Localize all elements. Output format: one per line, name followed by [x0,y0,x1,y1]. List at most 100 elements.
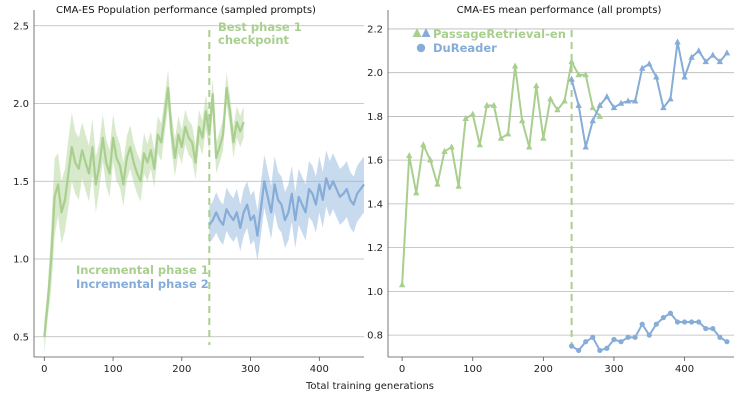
series-0-point [540,134,547,141]
series-1-line [208,177,365,237]
series-0-point [518,117,526,124]
y-tick-label: 2.0 [13,99,29,110]
series-1-point [688,53,695,60]
x-tick-label: 0 [41,364,47,375]
series-1-point [646,60,653,67]
series-0-band [44,69,244,353]
series-2-point [717,334,723,340]
legend: PassageRetrieval-en DuReader [412,27,566,55]
series-0-line [401,60,601,285]
series-0-point [497,134,505,141]
series-0-point [533,82,540,89]
legend-triangle-markers [412,28,431,37]
annotation-best-phase1-line1: Best phase 1 [218,20,302,34]
series-0-point [490,101,498,108]
series-2-point [568,343,575,349]
series-2-point [696,319,702,325]
x-tick-label: 300 [241,364,260,375]
series-1-point [660,104,667,111]
x-axis-label: Total training generations [305,381,434,392]
legend-triangle [412,28,422,37]
population-performance-panel: CMA-ES Population performance (sampled p… [13,5,365,375]
y-tick-label: 1.2 [367,243,383,254]
y-tick-label: 1.0 [13,255,29,266]
y-tick-label: 1.4 [367,199,383,210]
series-1-point [695,47,702,54]
series-0-point [462,115,469,122]
series-0-point [469,110,476,117]
series-0-point [483,101,491,108]
series-1-point [582,143,589,150]
series-0-point [476,141,483,148]
y-tick-label: 1.0 [367,287,383,298]
series-2-point [611,336,617,343]
series-0-point [448,143,455,150]
series-2-point [724,339,730,345]
y-tick-label: 1.8 [367,112,383,123]
series-1-point [624,97,632,104]
series-2-point [583,339,589,345]
series-2-point [590,334,596,340]
series-1-line [570,41,728,149]
series-1-point [681,73,688,80]
series-2-point [604,345,610,351]
series-0-point [504,130,512,137]
mean-performance-panel: CMA-ES mean performance (all prompts) 0.… [367,5,734,375]
series-2-point [653,321,659,327]
x-tick-label: 100 [104,364,123,375]
series-2-point [660,315,666,321]
series-1-point [568,75,575,82]
y-tick-label: 0.5 [13,332,29,343]
y-tick-label: 2.2 [367,24,383,35]
series-0-point [575,71,582,78]
legend-circle [416,43,426,53]
series-1-point [702,58,709,65]
series-1-point [610,104,618,111]
y-tick-label: 2.0 [367,68,383,79]
y-tick-label: 1.6 [367,156,383,167]
series-1-point [575,101,582,108]
left-chart-title: CMA-ES Population performance (sampled p… [56,5,316,16]
series-2-point [625,334,631,340]
series-0-line [43,86,245,337]
series-1-point [709,51,717,58]
series-2-point [689,319,695,325]
annotation-incremental-phase1: Incremental phase 1 [76,263,209,277]
series-0-point [561,97,568,104]
annotation-best-phase1-line2: checkpoint [218,33,290,47]
series-1-point [653,73,660,80]
x-tick-label: 200 [534,364,553,375]
series-0-point [582,71,589,78]
legend-triangle [421,28,431,37]
y-tick-label: 1.5 [13,177,29,188]
x-tick-label: 400 [675,364,694,375]
series-0-point [526,143,533,150]
series-0-point [434,180,441,187]
series-2-point [674,319,681,325]
series-0-point [511,62,519,69]
series-0-point [554,106,561,113]
series-1-point [716,58,724,65]
series-1-point [631,97,639,104]
y-tick-label: 0.8 [367,331,383,342]
x-tick-label: 400 [310,364,329,375]
series-1-point [723,49,731,56]
legend-label-dureader: DuReader [433,41,497,55]
series-0-point [596,112,604,119]
series-2-point [703,325,709,332]
series-1-point [603,93,611,100]
right-chart-title: CMA-ES mean performance (all prompts) [457,5,662,16]
series-1-point [589,117,596,124]
legend-label-passageretrieval: PassageRetrieval-en [433,27,566,41]
x-tick-label: 0 [399,364,405,375]
series-2-point [710,325,716,332]
series-1-band [209,150,364,261]
annotation-incremental-phase2: Incremental phase 2 [76,277,209,291]
series-1-point [617,99,625,106]
series-1-point [596,101,604,108]
series-0-point [441,147,448,154]
series-0-point [413,189,420,196]
series-2-point [632,334,638,340]
x-tick-label: 300 [604,364,623,375]
